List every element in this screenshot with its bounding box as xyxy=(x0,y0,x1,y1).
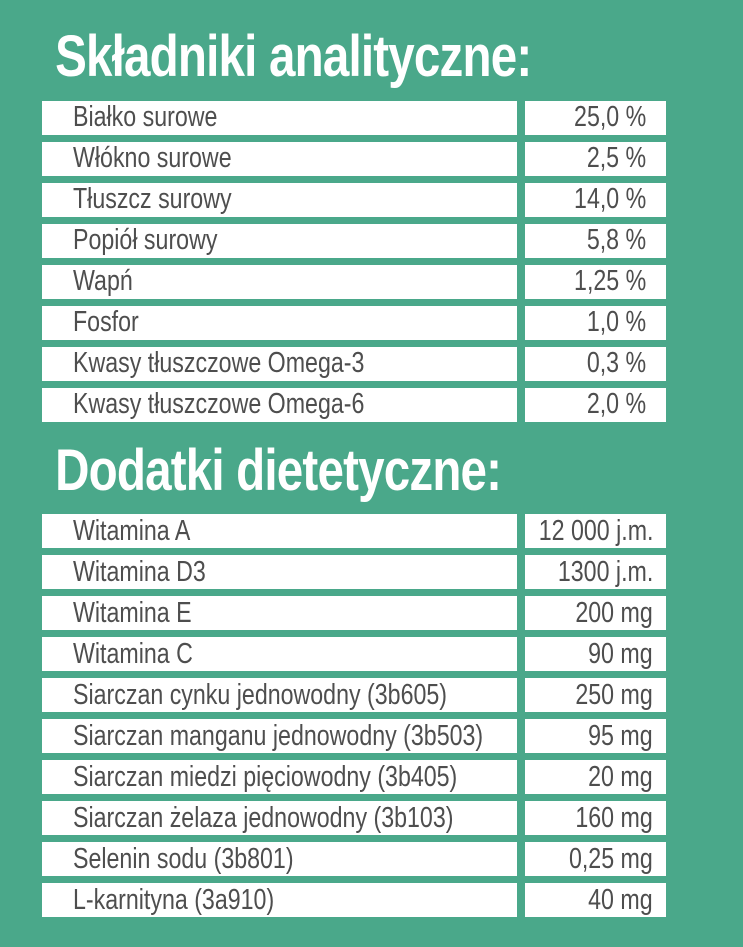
row-label: Tłuszcz surowy xyxy=(73,183,232,216)
row-value-cell: 2,0 % xyxy=(525,387,666,422)
table-row: Selenin sodu (3b801) 0,25 mg xyxy=(42,842,666,877)
dietary-table: Witamina A 12 000 j.m. Witamina D3 1300 … xyxy=(42,514,666,918)
row-value-cell: 0,25 mg xyxy=(525,842,666,877)
table-row: Witamina C 90 mg xyxy=(42,637,666,672)
row-label: Siarczan miedzi pięciowodny (3b405) xyxy=(73,760,458,793)
row-value: 160 mg xyxy=(575,801,653,834)
row-label-cell: Kwasy tłuszczowe Omega-6 xyxy=(42,387,517,422)
table-row: Popiół surowy 5,8 % xyxy=(42,223,666,258)
row-value-cell: 12 000 j.m. xyxy=(525,514,666,549)
row-label: Białko surowe xyxy=(73,101,218,134)
row-value: 1300 j.m. xyxy=(557,555,653,588)
row-value-cell: 20 mg xyxy=(525,760,666,795)
row-label: Kwasy tłuszczowe Omega-6 xyxy=(73,388,365,421)
row-value-cell: 95 mg xyxy=(525,719,666,754)
table-row: Fosfor 1,0 % xyxy=(42,305,666,340)
row-label: Siarczan cynku jednowodny (3b605) xyxy=(73,678,447,711)
row-label-cell: Białko surowe xyxy=(42,100,517,135)
row-value-cell: 40 mg xyxy=(525,883,666,918)
row-label: Fosfor xyxy=(73,306,139,339)
row-label-cell: Włókno surowe xyxy=(42,141,517,176)
row-value: 20 mg xyxy=(588,760,653,793)
row-value-cell: 25,0 % xyxy=(525,100,666,135)
section-analytical-components: Składniki analityczne: Białko surowe 25,… xyxy=(42,24,743,422)
analytical-table: Białko surowe 25,0 % Włókno surowe 2,5 %… xyxy=(42,100,666,422)
row-value-cell: 1300 j.m. xyxy=(525,555,666,590)
row-value-cell: 160 mg xyxy=(525,801,666,836)
row-label-cell: Witamina A xyxy=(42,514,517,549)
row-value: 90 mg xyxy=(588,637,653,670)
table-row: Siarczan cynku jednowodny (3b605) 250 mg xyxy=(42,678,666,713)
row-value: 40 mg xyxy=(588,883,653,916)
row-value: 25,0 % xyxy=(573,101,646,134)
table-row: Witamina E 200 mg xyxy=(42,596,666,631)
row-value: 1,0 % xyxy=(586,306,646,339)
row-value-cell: 14,0 % xyxy=(525,182,666,217)
table-row: Witamina D3 1300 j.m. xyxy=(42,555,666,590)
row-value-cell: 2,5 % xyxy=(525,141,666,176)
row-label-cell: Wapń xyxy=(42,264,517,299)
row-label: Popiół surowy xyxy=(73,224,218,257)
row-value-cell: 200 mg xyxy=(525,596,666,631)
row-label-cell: Witamina D3 xyxy=(42,555,517,590)
row-label-cell: Witamina C xyxy=(42,637,517,672)
row-value: 0,25 mg xyxy=(569,842,653,875)
nutrition-label-panel: Składniki analityczne: Białko surowe 25,… xyxy=(42,24,743,918)
row-label: L-karnityna (3a910) xyxy=(73,883,275,916)
section-title-dietary: Dodatki dietetyczne: xyxy=(55,437,502,503)
row-value-cell: 1,0 % xyxy=(525,305,666,340)
table-row: Siarczan żelaza jednowodny (3b103) 160 m… xyxy=(42,801,666,836)
table-row: Kwasy tłuszczowe Omega-6 2,0 % xyxy=(42,387,666,422)
row-value: 1,25 % xyxy=(573,265,646,298)
row-value: 14,0 % xyxy=(573,183,646,216)
row-value: 95 mg xyxy=(588,719,653,752)
row-value: 200 mg xyxy=(575,596,653,629)
table-row: Tłuszcz surowy 14,0 % xyxy=(42,182,666,217)
section-dietary-additives: Dodatki dietetyczne: Witamina A 12 000 j… xyxy=(42,438,743,918)
table-row: Siarczan miedzi pięciowodny (3b405) 20 m… xyxy=(42,760,666,795)
row-label-cell: Kwasy tłuszczowe Omega-3 xyxy=(42,346,517,381)
row-label: Witamina E xyxy=(73,596,192,629)
row-label-cell: Siarczan manganu jednowodny (3b503) xyxy=(42,719,517,754)
row-label: Witamina A xyxy=(73,514,191,547)
row-value-cell: 90 mg xyxy=(525,637,666,672)
row-label-cell: Tłuszcz surowy xyxy=(42,182,517,217)
table-row: Witamina A 12 000 j.m. xyxy=(42,514,666,549)
row-label-cell: Fosfor xyxy=(42,305,517,340)
row-label-cell: Siarczan cynku jednowodny (3b605) xyxy=(42,678,517,713)
row-label-cell: Selenin sodu (3b801) xyxy=(42,842,517,877)
row-label-cell: Popiół surowy xyxy=(42,223,517,258)
row-label-cell: Siarczan żelaza jednowodny (3b103) xyxy=(42,801,517,836)
row-label: Selenin sodu (3b801) xyxy=(73,842,294,875)
row-value: 250 mg xyxy=(575,678,653,711)
row-value: 0,3 % xyxy=(586,347,646,380)
row-label: Siarczan żelaza jednowodny (3b103) xyxy=(73,801,454,834)
row-label: Witamina C xyxy=(73,637,193,670)
table-row: Białko surowe 25,0 % xyxy=(42,100,666,135)
row-value: 12 000 j.m. xyxy=(538,514,653,547)
row-value: 2,0 % xyxy=(586,388,646,421)
row-value-cell: 1,25 % xyxy=(525,264,666,299)
row-value: 5,8 % xyxy=(586,224,646,257)
row-value: 2,5 % xyxy=(586,142,646,175)
row-label: Włókno surowe xyxy=(73,142,232,175)
row-value-cell: 250 mg xyxy=(525,678,666,713)
table-row: L-karnityna (3a910) 40 mg xyxy=(42,883,666,918)
row-value-cell: 5,8 % xyxy=(525,223,666,258)
section-title-analytical: Składniki analityczne: xyxy=(55,24,532,89)
row-label: Kwasy tłuszczowe Omega-3 xyxy=(73,347,365,380)
row-label-cell: Witamina E xyxy=(42,596,517,631)
row-label-cell: Siarczan miedzi pięciowodny (3b405) xyxy=(42,760,517,795)
row-label: Witamina D3 xyxy=(73,555,206,588)
row-label-cell: L-karnityna (3a910) xyxy=(42,883,517,918)
row-label: Siarczan manganu jednowodny (3b503) xyxy=(73,719,484,752)
table-row: Kwasy tłuszczowe Omega-3 0,3 % xyxy=(42,346,666,381)
table-row: Wapń 1,25 % xyxy=(42,264,666,299)
table-row: Włókno surowe 2,5 % xyxy=(42,141,666,176)
table-row: Siarczan manganu jednowodny (3b503) 95 m… xyxy=(42,719,666,754)
row-value-cell: 0,3 % xyxy=(525,346,666,381)
row-label: Wapń xyxy=(73,265,133,298)
